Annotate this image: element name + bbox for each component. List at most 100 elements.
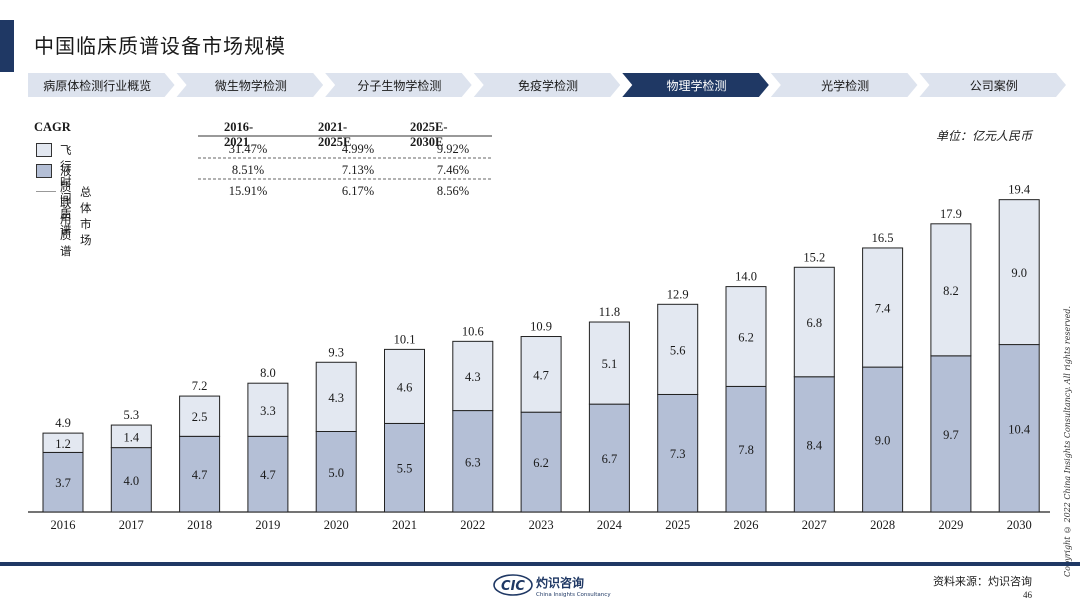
segment-value-label: 6.7 [602, 452, 618, 466]
bar-segment-lcms [793, 376, 835, 513]
bar-segment-lcms [657, 393, 699, 513]
segment-value-label: 9.7 [943, 428, 959, 442]
x-tick-label: 2017 [119, 518, 144, 532]
bar-segment-lcms [315, 431, 357, 513]
bar-segment-lcms [520, 411, 562, 513]
bar-segment-tof [520, 336, 562, 413]
cic-logo-icon: CIC 灼识咨询 China Insights Consultancy [493, 574, 611, 598]
nav-tab-2[interactable]: 分子生物学检测 [357, 79, 442, 93]
logo-en: China Insights Consultancy [536, 592, 611, 598]
nav-tab-shape[interactable] [622, 73, 769, 97]
nav-tab-shape[interactable] [919, 73, 1066, 97]
title-accent-bar [0, 20, 14, 72]
segment-value-label: 8.2 [943, 284, 959, 298]
total-value-label: 9.3 [328, 345, 344, 359]
bar-segment-tof [930, 223, 972, 357]
nav-tab-3[interactable]: 免疫学检测 [517, 79, 578, 93]
bar-segment-tof [42, 432, 84, 453]
legend-label-lcms: 液质联用质谱 [60, 164, 72, 258]
nav-tab-0[interactable]: 病原体检测行业概览 [43, 79, 152, 93]
segment-value-label: 6.8 [806, 316, 822, 330]
segment-value-label: 9.0 [875, 434, 891, 448]
segment-value-label: 7.3 [670, 447, 686, 461]
cagr-value: 9.92% [436, 142, 470, 156]
segment-value-label: 4.3 [465, 370, 481, 384]
bar-segment-tof [725, 286, 767, 387]
bar-segment-lcms [452, 410, 494, 513]
source-note: 资料来源：灼识咨询 [933, 575, 1032, 588]
bar-segment-tof [998, 199, 1040, 346]
legend-label-total: 总体市场 [80, 185, 92, 247]
bar-segment-tof [384, 348, 425, 424]
total-value-label: 16.5 [872, 231, 894, 245]
segment-value-label: 7.4 [875, 302, 891, 316]
logo-cn: 灼识咨询 [536, 575, 584, 590]
section-nav: 病原体检测行业概览 微生物学检测 分子生物学检测 免疫学检测 物理学检测 光学检测 公司案例 [28, 73, 1068, 97]
cagr-value: 7.46% [436, 163, 470, 177]
nav-tab-shape[interactable] [325, 73, 472, 97]
segment-value-label: 6.3 [465, 455, 481, 469]
nav-arrows [28, 73, 1066, 97]
page-number: 46 [1023, 590, 1032, 600]
nav-tab-5[interactable]: 光学检测 [821, 79, 870, 93]
nav-tab-shape[interactable] [473, 73, 621, 97]
x-tick-label: 2024 [597, 518, 623, 532]
footer-band [0, 562, 1080, 566]
cagr-rules [198, 135, 492, 180]
total-value-label: 8.0 [260, 366, 276, 380]
bar-segment-lcms [862, 366, 904, 513]
bar-segment-tof [315, 361, 357, 432]
nav-tab-shape[interactable] [770, 73, 918, 97]
bar-segment-tof [247, 382, 289, 437]
x-tick-label: 2020 [324, 518, 349, 532]
segment-value-label: 5.1 [602, 357, 618, 371]
logo-text: CIC [501, 579, 525, 594]
segment-value-label: 3.3 [260, 404, 276, 418]
segment-value-label: 4.7 [260, 468, 276, 482]
bar-segment-tof [452, 340, 494, 412]
copyright-text: Copyright © 2022 China Insights Consulta… [1063, 305, 1072, 577]
x-tick-label: 2029 [938, 518, 963, 532]
bar-segment-lcms [247, 435, 289, 513]
cagr-header: CAGR [34, 120, 71, 134]
x-tick-label: 2022 [460, 518, 485, 532]
total-value-label: 12.9 [667, 287, 689, 301]
segment-value-label: 4.3 [328, 391, 344, 405]
total-value-label: 5.3 [123, 408, 139, 422]
segment-value-label: 10.4 [1008, 422, 1031, 436]
nav-tab-shape[interactable] [176, 73, 324, 97]
segment-value-label: 6.2 [533, 456, 549, 470]
x-tick-label: 2027 [802, 518, 827, 532]
bar-segment-tof [588, 321, 630, 405]
nav-tab-6[interactable]: 公司案例 [969, 79, 1018, 93]
segment-value-label: 8.4 [806, 438, 822, 452]
total-value-label: 10.1 [394, 332, 416, 346]
nav-tab-shape[interactable] [28, 73, 175, 97]
cagr-value: 8.51% [231, 163, 265, 177]
segment-value-label: 5.6 [670, 343, 686, 357]
x-tick-label: 2030 [1007, 518, 1032, 532]
total-value-label: 4.9 [55, 416, 71, 430]
x-tick-label: 2025 [665, 518, 690, 532]
x-tick-label: 2026 [734, 518, 759, 532]
nav-tab-1[interactable]: 微生物学检测 [214, 79, 287, 93]
segment-value-label: 1.2 [55, 437, 71, 451]
nav-tab-4[interactable]: 物理学检测 [666, 79, 727, 93]
segment-value-label: 4.7 [533, 368, 549, 382]
bar-segment-lcms [110, 447, 152, 513]
x-tick-label: 2028 [870, 518, 895, 532]
cagr-col-1: 2016-2021 [224, 120, 254, 149]
x-tick-label: 2021 [392, 518, 417, 532]
bar-segment-tof [110, 424, 152, 449]
segment-value-label: 4.0 [123, 474, 139, 488]
bar-segment-tof [657, 303, 699, 395]
cagr-col-3: 2025E-2030E [410, 120, 448, 149]
cagr-value: 15.91% [228, 184, 268, 198]
total-value-label: 10.9 [530, 320, 552, 334]
bar-segment-tof [793, 266, 835, 378]
total-value-label: 10.6 [462, 324, 484, 338]
segment-value-label: 7.8 [738, 443, 754, 457]
cagr-value: 4.99% [341, 142, 375, 156]
bar-segment-tof [862, 247, 904, 368]
